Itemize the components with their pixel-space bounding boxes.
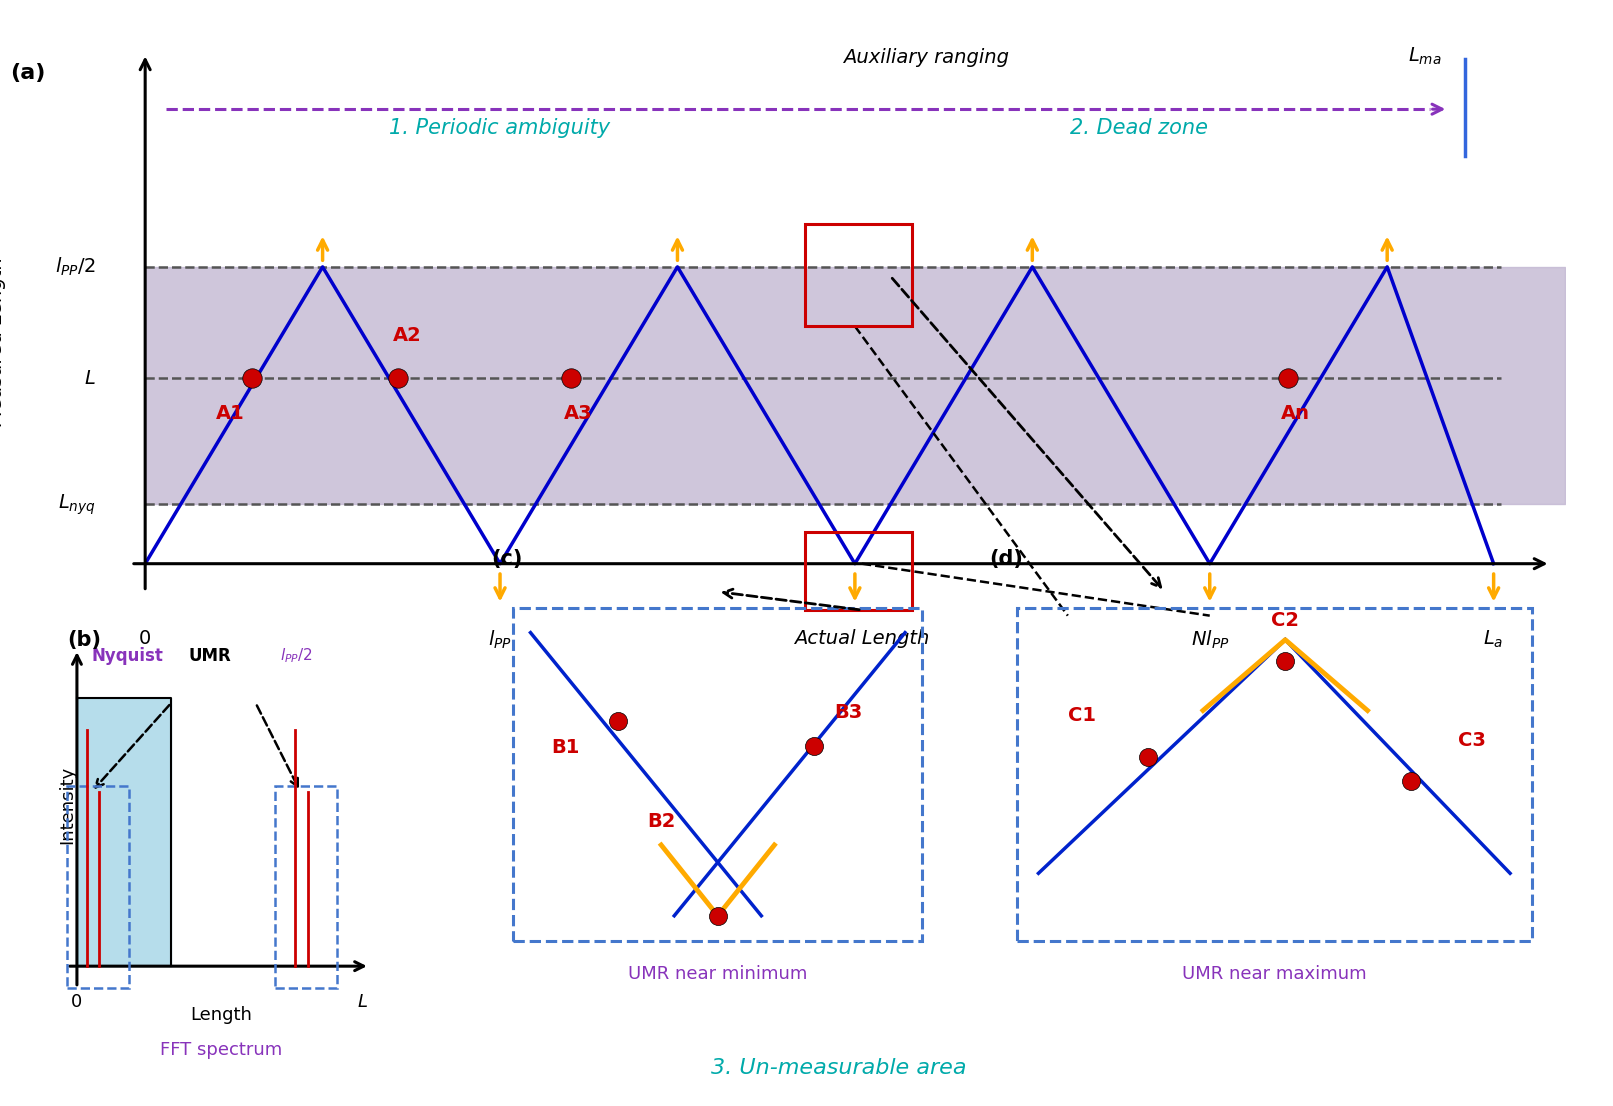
Text: 0: 0 [139,628,152,648]
Text: 3. Un-measurable area: 3. Un-measurable area [711,1058,966,1078]
Text: A3: A3 [565,404,592,422]
Text: Measured Length: Measured Length [0,257,5,426]
Text: (b): (b) [68,630,102,650]
Text: An: An [1281,404,1310,422]
Text: (c): (c) [492,549,523,568]
Bar [77,698,171,967]
Bar [805,532,911,611]
Text: $L_a$: $L_a$ [1484,628,1503,650]
Text: Length: Length [190,1006,252,1024]
Text: Actual Length: Actual Length [794,628,929,648]
Text: A1: A1 [216,404,245,422]
Text: L: L [358,993,368,1011]
Text: UMR: UMR [189,647,231,666]
Text: B3: B3 [834,702,863,721]
Text: $Nl_{PP}$: $Nl_{PP}$ [1190,628,1229,651]
Text: C1: C1 [1068,706,1097,726]
Bar [805,225,911,326]
Text: Auxiliary ranging: Auxiliary ranging [844,48,1008,66]
Text: B2: B2 [647,812,676,832]
Text: C3: C3 [1458,731,1486,750]
Text: UMR near minimum: UMR near minimum [627,966,808,983]
Text: 0: 0 [71,993,82,1011]
Text: (d): (d) [989,549,1023,568]
Text: 1. Periodic ambiguity: 1. Periodic ambiguity [389,117,611,138]
Bar [68,786,129,988]
Text: C2: C2 [1271,611,1298,629]
Text: $L$: $L$ [84,368,95,388]
Text: A2: A2 [394,326,423,345]
Text: Nyquist: Nyquist [92,647,163,666]
Text: (a): (a) [10,63,45,83]
Text: $l_{PP}/2$: $l_{PP}/2$ [281,647,313,666]
Text: $L_{ma}$: $L_{ma}$ [1408,45,1442,66]
Text: $l_{PP}$: $l_{PP}$ [489,628,511,651]
Text: $l_{PP}/2$: $l_{PP}/2$ [55,255,95,278]
Text: $L_{nyq}$: $L_{nyq}$ [58,492,95,517]
Text: 2. Dead zone: 2. Dead zone [1069,117,1208,138]
Text: FFT spectrum: FFT spectrum [160,1042,282,1060]
Text: Intensity: Intensity [58,765,76,844]
Text: B1: B1 [552,738,579,757]
Bar [276,786,337,988]
Text: UMR near maximum: UMR near maximum [1182,966,1366,983]
